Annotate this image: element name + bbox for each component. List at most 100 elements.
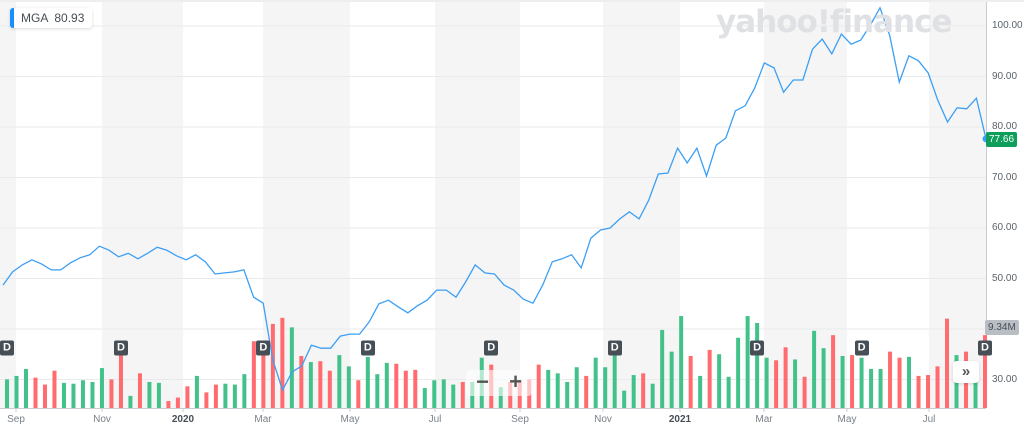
volume-bar — [337, 355, 342, 408]
dividend-marker[interactable]: D — [750, 340, 765, 356]
period-band — [263, 0, 350, 408]
volume-bar — [660, 329, 665, 408]
volume-bar — [593, 357, 598, 408]
dividend-marker[interactable]: D — [484, 340, 499, 356]
volume-bar — [878, 368, 883, 408]
volume-bar — [375, 374, 380, 408]
volume-bar — [356, 380, 361, 408]
x-axis-label: Nov — [93, 414, 111, 425]
dividend-marker[interactable]: D — [607, 340, 622, 356]
volume-bar — [926, 375, 931, 408]
period-band — [929, 0, 986, 408]
volume-bar — [736, 337, 741, 408]
volume-bar — [622, 390, 627, 408]
volume-bar — [242, 374, 247, 408]
volume-bar — [280, 317, 285, 408]
volume-bar — [118, 353, 123, 408]
volume-bar — [755, 323, 760, 408]
volume-bar — [99, 368, 104, 408]
volume-bar — [916, 375, 921, 408]
volume-bar — [688, 355, 693, 408]
dividend-marker[interactable]: D — [978, 340, 992, 356]
volume-bar — [945, 318, 950, 408]
volume-bar — [793, 359, 798, 408]
volume-bar — [451, 384, 456, 408]
volume-bar — [555, 373, 560, 408]
volume-bar — [546, 369, 551, 408]
zoom-controls: − + — [466, 370, 532, 396]
volume-bar — [394, 363, 399, 408]
volume-bar — [650, 383, 655, 408]
volume-bar — [270, 323, 275, 408]
dividend-marker[interactable]: D — [854, 340, 869, 356]
volume-bar — [897, 357, 902, 408]
period-band — [435, 0, 520, 408]
scroll-forward-button[interactable]: » — [953, 361, 979, 383]
volume-bar — [783, 347, 788, 408]
volume-bar — [33, 377, 38, 408]
zoom-in-button[interactable]: + — [509, 369, 522, 394]
volume-bar — [935, 366, 940, 408]
volume-bar — [498, 387, 503, 408]
volume-bar — [973, 380, 978, 408]
x-axis-label: 2020 — [171, 414, 195, 425]
volume-bar — [14, 375, 19, 408]
volume-bar — [574, 367, 579, 408]
y-axis-label: 80.00 — [992, 121, 1018, 132]
volume-bar — [80, 380, 85, 408]
y-axis-label: 100.00 — [992, 20, 1023, 31]
volume-bar — [327, 370, 332, 408]
volume-bar — [764, 357, 769, 408]
volume-bar — [346, 366, 351, 408]
volume-bar — [612, 354, 617, 408]
y-axis-label: 60.00 — [992, 222, 1018, 233]
volume-bar — [413, 369, 418, 408]
volume-bar — [289, 327, 294, 408]
dividend-marker[interactable]: D — [360, 340, 375, 356]
x-axis-label: May — [340, 414, 360, 425]
y-axis-label: 90.00 — [992, 70, 1018, 82]
symbol-legend[interactable]: MGA 80.93 — [10, 8, 93, 28]
volume-bar — [299, 355, 304, 408]
legend-value: 80.93 — [54, 11, 85, 25]
top-border — [0, 0, 1024, 2]
volume-bar — [147, 381, 152, 408]
volume-bar — [669, 351, 674, 408]
volume-bar — [641, 373, 646, 408]
volume-bar — [156, 382, 161, 408]
volume-bar — [774, 360, 779, 408]
y-axis-label: 30.00 — [992, 373, 1018, 385]
volume-bar — [565, 381, 570, 408]
volume-bar — [850, 355, 855, 408]
dividend-marker[interactable]: D — [0, 340, 14, 356]
volume-bar — [859, 357, 864, 408]
volume-bar — [185, 386, 190, 408]
dividend-marker[interactable]: D — [256, 340, 271, 356]
volume-bar — [432, 380, 437, 408]
dividend-marker[interactable]: D — [113, 340, 128, 356]
volume-bar — [71, 383, 76, 408]
volume-bar — [403, 370, 408, 408]
volume-bar — [707, 349, 712, 408]
y-axis-label: 70.00 — [992, 171, 1018, 183]
volume-bar — [251, 341, 256, 408]
zoom-out-button[interactable]: − — [476, 369, 489, 394]
x-axis-label: Nov — [594, 414, 612, 425]
x-axis-label: Sep — [511, 414, 529, 425]
period-band — [0, 0, 16, 408]
volume-bar — [831, 335, 836, 408]
volume-bar — [61, 382, 66, 408]
volume-bar — [318, 361, 323, 408]
price-line — [2, 6, 987, 392]
volume-bar — [603, 367, 608, 408]
period-band — [603, 0, 680, 408]
x-axis-label: May — [837, 414, 857, 425]
x-axis-label: Jul — [428, 414, 442, 425]
yahoo-finance-logo: yahoo!finance — [716, 4, 952, 40]
volume-bar — [194, 375, 199, 408]
x-axis-label: Mar — [755, 414, 773, 425]
series-color-swatch — [10, 8, 14, 28]
volume-bar — [137, 373, 142, 408]
volume-bar — [308, 362, 313, 408]
